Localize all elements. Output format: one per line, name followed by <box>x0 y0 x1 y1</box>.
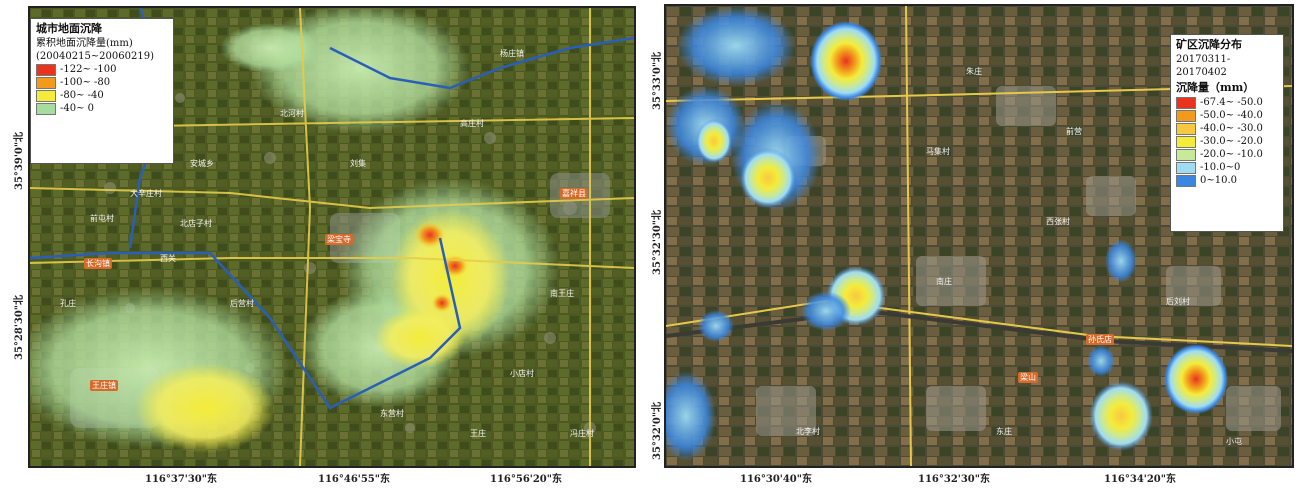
left-x-tick-3: 116°56'20"东 <box>490 474 562 485</box>
place-label: 北店子村 <box>180 219 212 228</box>
legend-label: -20.0~ -10.0 <box>1200 149 1263 160</box>
legend-label: -67.4~ -50.0 <box>1200 97 1263 108</box>
legend-row: -80~ -40 <box>36 89 168 102</box>
legend-row: -100~ -80 <box>36 76 168 89</box>
map-panel-mine-subsidence: 孙氏店 梁山 朱庄 马集村 西张村 南庄 后刘村 东庄 北李村 前营 小屯 矿区… <box>664 4 1294 468</box>
legend-swatch <box>1176 135 1196 148</box>
legend-title: 矿区沉降分布 <box>1176 38 1242 51</box>
legend-label: -10.0~0 <box>1200 162 1241 173</box>
legend-swatch <box>1176 148 1196 161</box>
legend-row: 0~10.0 <box>1176 174 1278 187</box>
legend-urban-subsidence: 城市地面沉降 累积地面沉降量(mm) (20040215~20060219) -… <box>30 18 174 164</box>
place-label: 小屯 <box>1226 437 1242 446</box>
legend-row: -40.0~ -30.0 <box>1176 122 1278 135</box>
town-tag-2: 梁宝寺 <box>325 234 353 245</box>
left-y-tick-2: 35°28'30"北 <box>14 294 25 360</box>
map-panel-urban-subsidence: 长沟镇 梁宝寺 嘉祥县 王庄镇 北河村 安城乡 杨庄镇 高庄村 北店子村 南王庄… <box>28 6 636 468</box>
legend-label: -100~ -80 <box>60 77 111 88</box>
place-label: 东营村 <box>380 409 404 418</box>
legend-swatch <box>36 102 56 115</box>
legend-label: -40.0~ -30.0 <box>1200 123 1263 134</box>
place-label: 安城乡 <box>190 159 214 168</box>
legend-label: -30.0~ -20.0 <box>1200 136 1263 147</box>
place-label: 王庄 <box>470 429 486 438</box>
legend-row: -40~ 0 <box>36 102 168 115</box>
place-label: 前营 <box>1066 127 1082 136</box>
legend-row: -30.0~ -20.0 <box>1176 135 1278 148</box>
place-label: 朱庄 <box>966 67 982 76</box>
legend-row: -10.0~0 <box>1176 161 1278 174</box>
legend-swatch <box>1176 161 1196 174</box>
place-label: 小店村 <box>510 369 534 378</box>
place-label: 后营村 <box>230 299 254 308</box>
legend-dates: 20170311-20170402 <box>1176 54 1231 78</box>
legend-swatch <box>1176 122 1196 135</box>
legend-row: -50.0~ -40.0 <box>1176 109 1278 122</box>
place-label: 高庄村 <box>460 119 484 128</box>
place-label: 东庄 <box>996 427 1012 436</box>
place-label: 孔庄 <box>60 299 76 308</box>
legend-label: -80~ -40 <box>60 90 104 101</box>
legend-swatch <box>1176 109 1196 122</box>
place-label: 刘集 <box>350 159 366 168</box>
place-label: 南王庄 <box>550 289 574 298</box>
legend-row: -20.0~ -10.0 <box>1176 148 1278 161</box>
town-tag-right-2: 梁山 <box>1018 372 1038 383</box>
legend-swatch <box>36 89 56 102</box>
right-y-tick-2: 35°32'30"北 <box>652 209 663 275</box>
town-tag-3: 嘉祥县 <box>560 188 588 199</box>
place-label: 西关 <box>160 254 176 263</box>
place-label: 大辛庄村 <box>130 189 162 198</box>
urban-map-canvas <box>30 8 634 466</box>
town-tag-right-1: 孙氏店 <box>1086 334 1114 345</box>
right-x-tick-1: 116°30'40"东 <box>740 474 812 485</box>
legend-swatch <box>36 76 56 89</box>
legend-swatch <box>36 63 56 76</box>
legend-mine-subsidence: 矿区沉降分布 20170311-20170402 沉降量（mm） -67.4~ … <box>1170 34 1284 232</box>
right-y-tick-1: 35°33'0"北 <box>652 51 663 110</box>
legend-label: -40~ 0 <box>60 103 95 114</box>
place-label: 冯庄村 <box>570 429 594 438</box>
place-label: 前屯村 <box>90 214 114 223</box>
legend-title: 城市地面沉降 <box>36 22 102 35</box>
town-tag-1: 长沟镇 <box>84 258 112 269</box>
legend-label: -122~ -100 <box>60 64 117 75</box>
place-label: 后刘村 <box>1166 297 1190 306</box>
place-label: 南庄 <box>936 277 952 286</box>
left-x-tick-1: 116°37'30"东 <box>145 474 217 485</box>
place-label: 北河村 <box>280 109 304 118</box>
legend-row: -67.4~ -50.0 <box>1176 96 1278 109</box>
right-y-tick-3: 35°32'0"北 <box>652 401 663 460</box>
left-x-tick-2: 116°46'55"东 <box>318 474 390 485</box>
right-x-tick-3: 116°34'20"东 <box>1104 474 1176 485</box>
legend-swatch <box>1176 96 1196 109</box>
legend-swatch <box>1176 174 1196 187</box>
left-y-tick-1: 35°39'0"北 <box>14 131 25 190</box>
place-label: 西张村 <box>1046 217 1070 226</box>
place-label: 马集村 <box>926 147 950 156</box>
legend-dates: (20040215~20060219) <box>36 51 154 62</box>
legend-units: 沉降量（mm） <box>1176 81 1255 94</box>
right-x-tick-2: 116°32'30"东 <box>918 474 990 485</box>
legend-label: -50.0~ -40.0 <box>1200 110 1263 121</box>
legend-label: 0~10.0 <box>1200 175 1238 186</box>
town-tag-4: 王庄镇 <box>90 380 118 391</box>
legend-subtitle: 累积地面沉降量(mm) <box>36 38 133 49</box>
legend-row: -122~ -100 <box>36 63 168 76</box>
place-label: 北李村 <box>796 427 820 436</box>
place-label: 杨庄镇 <box>500 49 524 58</box>
